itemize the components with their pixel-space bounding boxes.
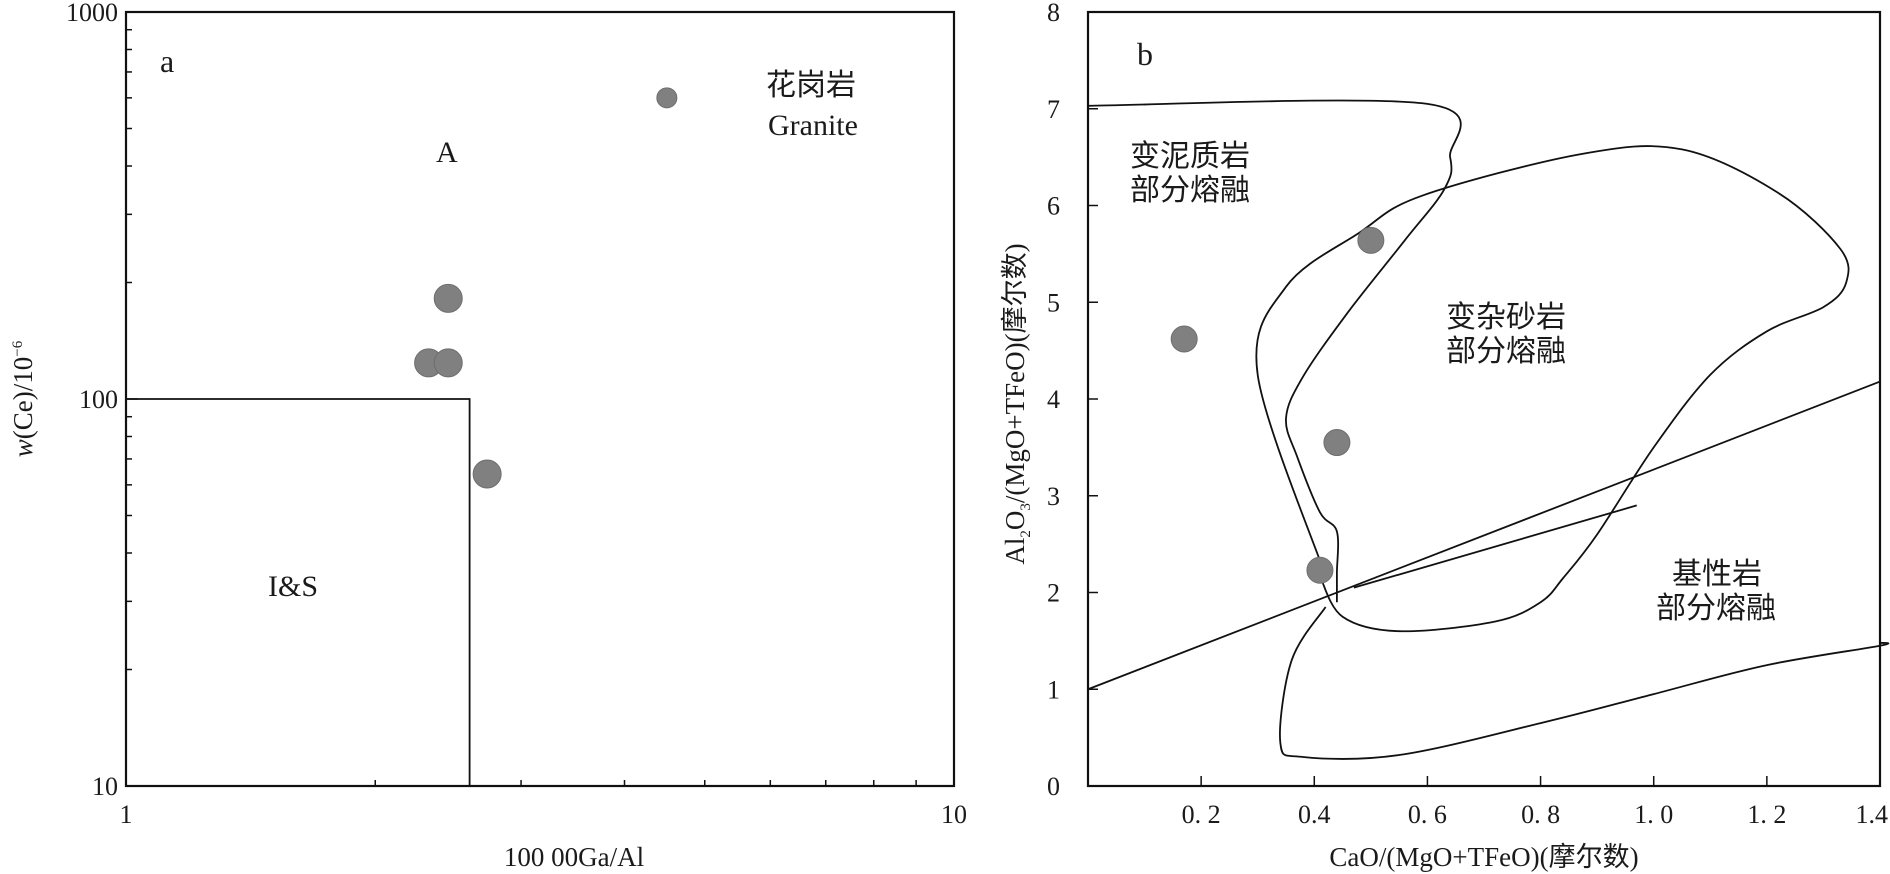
y-b-o: O: [1000, 511, 1030, 531]
y-tick-label: 3: [1047, 482, 1060, 511]
panel-b-letter: b: [1137, 36, 1153, 72]
field-metapelite-line1: 变泥质岩: [1130, 140, 1250, 173]
panel-b-points: [1170, 226, 1385, 584]
y-tick-label: 6: [1047, 192, 1060, 221]
x-tick-label: 0. 2: [1182, 800, 1221, 829]
field-boundary-line: [1087, 380, 1881, 691]
ias-boundary-line: [126, 398, 471, 786]
panel-a-y-axis-title: w(Ce)/10−6: [8, 340, 38, 457]
y-tick-label: 2: [1047, 579, 1060, 608]
y-tick-label: 1: [1047, 675, 1060, 704]
metapelite-field-outline: [1087, 99, 1462, 603]
region-ias-label: I&S: [268, 570, 318, 603]
x-tick-label: 0.4: [1298, 800, 1331, 829]
y-tick-label: 10: [92, 772, 118, 801]
x-tick-label: 0. 8: [1521, 800, 1560, 829]
field-basic-line1: 基性岩: [1672, 558, 1762, 591]
y-tick-label: 0: [1047, 772, 1060, 801]
y-tick-label: 8: [1047, 0, 1060, 27]
panel-b-frame: [1086, 10, 1882, 788]
y-title-ce: (Ce)/10: [8, 357, 38, 439]
y-tick-label: 4: [1047, 385, 1060, 414]
x-tick-label: 1. 2: [1747, 800, 1786, 829]
granite-en-label: Granite: [768, 109, 858, 142]
data-point: [1170, 325, 1198, 353]
panel-a-x-ticks: 1 10: [120, 774, 967, 829]
metagreywacke-field-outline: [1255, 145, 1850, 633]
field-metapelite-line2: 部分熔融: [1130, 174, 1250, 207]
field-boundary-line: [1353, 504, 1637, 589]
data-point: [1357, 226, 1385, 254]
granite-cn-label: 花岗岩: [766, 69, 856, 102]
basic-rock-field-outline: [1279, 606, 1890, 760]
panel-b-fields: [1087, 99, 1890, 760]
x-tick-label: 0. 6: [1408, 800, 1447, 829]
panel-b-x-axis-title: CaO/(MgO+TFeO)(摩尔数): [1329, 842, 1638, 872]
panel-a-y-ticks: 10 100 1000: [66, 0, 138, 801]
panel-b-y-axis-title: Al2O3/(MgO+TFeO)(摩尔数): [1000, 243, 1034, 564]
field-metagreywacke-line1: 变杂砂岩: [1446, 301, 1566, 334]
y-b-sub3: 3: [1018, 503, 1034, 511]
data-point: [433, 283, 463, 313]
panel-b-x-ticks: 0. 2 0.4 0. 6 0. 8 1. 0 1. 2 1.4: [1182, 776, 1888, 829]
panel-a-x-axis-title: 100 00Ga/Al: [504, 842, 644, 872]
panel-b-y-ticks: 0 1 2 3 4 5 6 7 8: [1047, 0, 1098, 801]
y-b-rest: /(MgO+TFeO)(摩尔数): [1000, 243, 1030, 503]
y-tick-label: 5: [1047, 288, 1060, 317]
data-point: [472, 459, 502, 489]
panel-b-lines: [1087, 380, 1881, 691]
x-tick-label: 1. 0: [1634, 800, 1673, 829]
y-b-al: Al: [1000, 538, 1030, 565]
field-metagreywacke-line2: 部分熔融: [1446, 335, 1566, 368]
y-title-w: w: [8, 439, 38, 457]
y-tick-label: 1000: [66, 0, 118, 27]
data-point: [656, 87, 678, 109]
x-tick-label: 1.4: [1856, 800, 1889, 829]
y-title-exp: −6: [10, 340, 26, 356]
panel-a-letter: a: [160, 43, 174, 79]
region-a-label: A: [436, 136, 458, 169]
y-tick-label: 7: [1047, 95, 1060, 124]
y-b-sub2: 2: [1018, 530, 1034, 538]
panel-b: 0 1 2 3 4 5 6 7 8 0. 2 0.4 0. 6 0. 8 1. 0 1. 2 1.4 b 变…: [1000, 0, 1890, 872]
field-basic-line2: 部分熔融: [1656, 592, 1776, 625]
data-point: [433, 348, 463, 378]
y-tick-label: 100: [79, 385, 118, 414]
data-point: [1306, 556, 1334, 584]
x-tick-label: 10: [941, 800, 967, 829]
data-point: [1323, 429, 1351, 457]
x-tick-label: 1: [120, 800, 133, 829]
panel-a-points: [414, 87, 678, 489]
